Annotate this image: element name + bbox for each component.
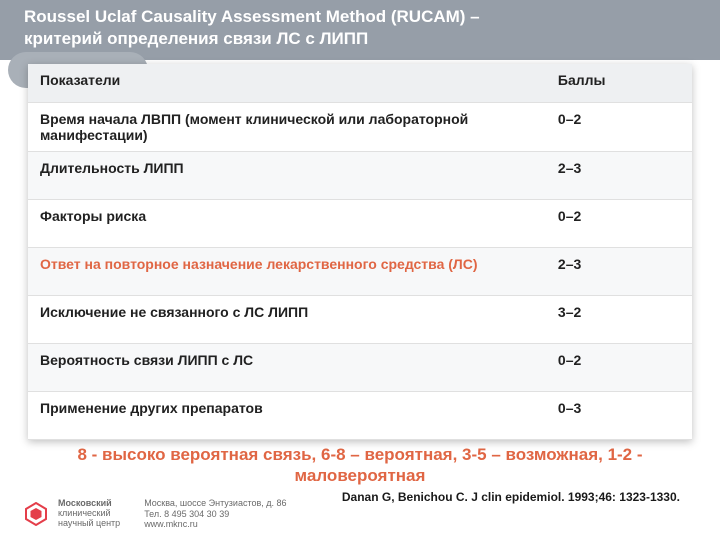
org-name: Московский клинический научный центр: [58, 499, 120, 529]
table-row: Факторы риска 0–2: [28, 199, 692, 247]
row-score: 2–3: [546, 151, 692, 199]
table-row: Время начала ЛВПП (момент клинической ил…: [28, 102, 692, 151]
site-line: www.mknc.ru: [144, 519, 286, 530]
logo-hexagon-icon: [24, 502, 48, 526]
row-label: Длительность ЛИПП: [28, 151, 546, 199]
contact-block: Москва, шоссе Энтузиастов, д. 86 Тел. 8 …: [144, 498, 286, 530]
col-header-indicator: Показатели: [28, 64, 546, 102]
score-interpretation: 8 - высоко вероятная связь, 6-8 – вероят…: [30, 444, 690, 487]
title-line-2: критерий определения связи ЛС с ЛИПП: [24, 28, 696, 50]
row-label: Вероятность связи ЛИПП с ЛС: [28, 343, 546, 391]
row-score: 0–2: [546, 343, 692, 391]
phone-line: Тел. 8 495 304 30 39: [144, 509, 286, 520]
col-header-score: Баллы: [546, 64, 692, 102]
row-label: Факторы риска: [28, 199, 546, 247]
rucam-table: Показатели Баллы Время начала ЛВПП (моме…: [28, 64, 692, 440]
table-row: Ответ на повторное назначение лекарствен…: [28, 247, 692, 295]
row-label: Применение других препаратов: [28, 391, 546, 439]
row-score: 0–2: [546, 102, 692, 151]
footer-bar: Московский клинический научный центр Мос…: [0, 492, 720, 536]
org-line: научный центр: [58, 519, 120, 529]
row-score: 2–3: [546, 247, 692, 295]
address-line: Москва, шоссе Энтузиастов, д. 86: [144, 498, 286, 509]
row-score: 0–3: [546, 391, 692, 439]
table-row: Исключение не связанного с ЛС ЛИПП 3–2: [28, 295, 692, 343]
table-row: Длительность ЛИПП 2–3: [28, 151, 692, 199]
title-line-1: Roussel Uclaf Causality Assessment Metho…: [24, 6, 696, 28]
row-label: Ответ на повторное назначение лекарствен…: [28, 247, 546, 295]
row-label: Время начала ЛВПП (момент клинической ил…: [28, 102, 546, 151]
row-label: Исключение не связанного с ЛС ЛИПП: [28, 295, 546, 343]
table-header-row: Показатели Баллы: [28, 64, 692, 102]
row-score: 3–2: [546, 295, 692, 343]
table-row: Вероятность связи ЛИПП с ЛС 0–2: [28, 343, 692, 391]
rucam-table-container: Показатели Баллы Время начала ЛВПП (моме…: [28, 64, 692, 440]
table-row: Применение других препаратов 0–3: [28, 391, 692, 439]
row-score: 0–2: [546, 199, 692, 247]
